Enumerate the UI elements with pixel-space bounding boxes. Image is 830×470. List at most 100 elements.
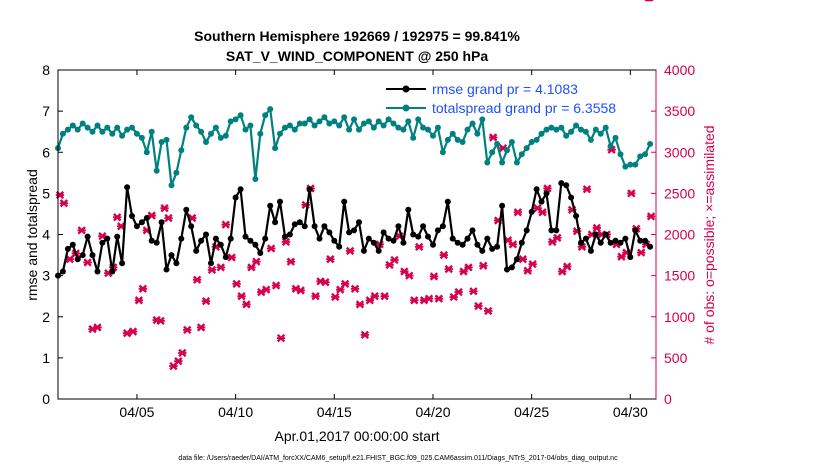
- right-y-tick-label-1: 500: [664, 350, 688, 366]
- obs-point-118: [636, 248, 646, 257]
- totalspread-point-5: [79, 120, 86, 127]
- obs-point-68: [390, 255, 399, 265]
- totalspread-point-57: [336, 122, 343, 129]
- rmse-point-37: [237, 186, 244, 193]
- totalspread-point-47: [286, 122, 293, 129]
- obs-point-15: [134, 296, 144, 305]
- totalspread-point-50: [301, 120, 308, 127]
- totalspread-point-46: [282, 124, 288, 131]
- rmse-point-105: [573, 213, 580, 219]
- totalspread-point-100: [548, 124, 555, 131]
- totalspread-point-71: [405, 118, 412, 125]
- rmse-point-68: [390, 237, 397, 244]
- totalspread-point-31: [208, 130, 214, 137]
- obs-point-109: [592, 223, 601, 233]
- totalspread-point-63: [365, 118, 372, 125]
- totalspread-point-18: [143, 149, 150, 156]
- rmse-point-95: [523, 227, 530, 234]
- rmse-point-55: [326, 229, 333, 236]
- rmse-point-54: [321, 223, 328, 230]
- totalspread-point-3: [69, 122, 76, 129]
- x-tick-label-2: 04/15: [317, 404, 352, 420]
- rmse-point-78: [439, 223, 446, 230]
- obs-point-44: [271, 281, 281, 290]
- totalspread-point-120: [647, 141, 654, 147]
- rmse-point-108: [587, 247, 594, 254]
- rmse-point-82: [459, 241, 466, 248]
- rmse-point-104: [568, 194, 575, 201]
- rmse-point-99: [543, 190, 550, 197]
- obs-point-45: [276, 333, 286, 343]
- totalspread-point-79: [444, 136, 451, 143]
- totalspread-point-75: [425, 126, 431, 133]
- totalspread-point-83: [464, 126, 471, 133]
- rmse-point-29: [198, 237, 205, 244]
- right-y-tick-label-5: 2500: [664, 185, 695, 201]
- obs-point-20: [156, 316, 165, 326]
- obs-point-24: [174, 357, 183, 366]
- rmse-point-53: [316, 235, 323, 242]
- right-y-tick-label-0: 0: [664, 391, 672, 407]
- obs-point-75: [424, 294, 434, 303]
- rmse-point-33: [217, 241, 224, 248]
- obs-point-2: [65, 255, 75, 264]
- totalspread-point-111: [602, 124, 609, 131]
- totalspread-point-33: [217, 134, 224, 141]
- rmse-point-50: [301, 223, 308, 230]
- rmse-point-72: [410, 231, 417, 238]
- obs-point-98: [538, 208, 547, 217]
- obs-point-56: [331, 292, 340, 302]
- rmse-point-44: [272, 219, 279, 226]
- totalspread-point-109: [592, 126, 599, 133]
- obs-point-99: [543, 184, 552, 193]
- rmse-point-18: [143, 215, 150, 221]
- rmse-point-79: [444, 198, 451, 205]
- rmse-point-15: [129, 213, 135, 219]
- left-y-tick-label-8: 8: [42, 62, 50, 78]
- rmse-point-10: [104, 235, 111, 242]
- rmse-point-31: [208, 260, 214, 267]
- totalspread-point-7: [89, 128, 96, 135]
- obs-point-31: [207, 265, 217, 275]
- obs-point-64: [370, 292, 379, 301]
- totalspread-point-110: [597, 130, 604, 137]
- obs-point-37: [237, 292, 246, 301]
- obs-point-96: [528, 259, 537, 269]
- totalspread-point-119: [642, 151, 649, 158]
- rmse-point-73: [415, 233, 422, 240]
- rmse-point-51: [306, 186, 313, 193]
- rmse-point-97: [533, 186, 540, 193]
- totalspread-point-118: [637, 153, 644, 160]
- totalspread-point-72: [410, 134, 417, 141]
- left-y-tick-label-6: 6: [42, 144, 50, 160]
- totalspread-point-55: [326, 120, 333, 127]
- totalspread-point-58: [341, 114, 348, 121]
- totalspread-point-102: [558, 124, 565, 131]
- rmse-point-106: [578, 239, 584, 246]
- rmse-point-113: [612, 237, 619, 244]
- obs-point-73: [414, 242, 424, 251]
- obs-point-83: [464, 263, 473, 272]
- obs-point-84: [469, 287, 478, 296]
- rmse-point-40: [252, 241, 259, 248]
- obs-point-77: [434, 294, 444, 303]
- totalspread-point-9: [99, 128, 106, 135]
- totalspread-point-101: [553, 126, 560, 133]
- totalspread-point-52: [311, 122, 318, 129]
- rmse-point-34: [222, 254, 229, 261]
- obs-point-79: [444, 264, 453, 274]
- totalspread-point-13: [119, 132, 126, 139]
- rmse-point-71: [405, 206, 412, 213]
- rmse-point-14: [124, 184, 131, 191]
- totalspread-point-81: [454, 136, 461, 143]
- right-y-tick-label-4: 2000: [664, 227, 695, 243]
- totalspread-point-30: [203, 139, 209, 145]
- totalspread-point-45: [277, 130, 283, 137]
- rmse-point-96: [528, 208, 535, 215]
- rmse-point-2: [64, 245, 71, 252]
- obs-point-5: [83, 258, 92, 267]
- obs-point-86: [479, 261, 488, 270]
- rmse-point-6: [84, 233, 91, 240]
- rmse-point-115: [622, 235, 629, 242]
- rmse-point-9: [99, 239, 106, 246]
